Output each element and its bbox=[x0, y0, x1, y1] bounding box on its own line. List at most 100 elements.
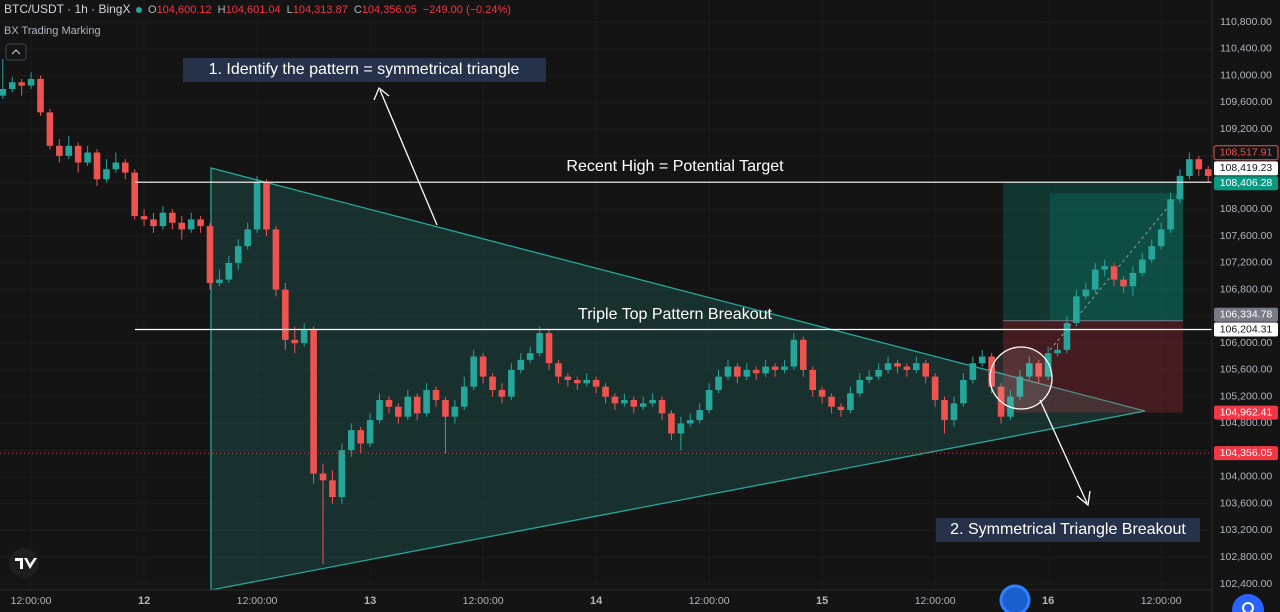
x-tick-label: 12:00:00 bbox=[915, 595, 956, 607]
candle-body bbox=[498, 389, 506, 397]
price-tag bbox=[1214, 161, 1278, 176]
y-tick-label: 110,000.00 bbox=[1220, 69, 1272, 81]
candle-body bbox=[18, 82, 25, 86]
candle-body bbox=[413, 396, 421, 414]
candle-body bbox=[1073, 296, 1080, 324]
candle-body bbox=[781, 366, 788, 370]
arrow-head bbox=[373, 86, 390, 101]
y-tick-label: 109,200.00 bbox=[1220, 123, 1273, 135]
candle-body bbox=[282, 289, 289, 340]
candle-body bbox=[27, 78, 35, 86]
ohlc-key: C bbox=[354, 4, 362, 16]
candle-body bbox=[1035, 363, 1043, 377]
candle-body bbox=[159, 212, 167, 227]
ohlc-key: H bbox=[218, 4, 226, 16]
candle-body bbox=[300, 329, 308, 344]
floating-logo bbox=[999, 584, 1031, 612]
x-tick-label: 14 bbox=[590, 595, 603, 607]
candle-body bbox=[272, 229, 280, 290]
x-tick-label: 12 bbox=[138, 595, 150, 607]
logo-badge[interactable] bbox=[9, 548, 39, 578]
y-tick-label: 108,000.00 bbox=[1220, 203, 1273, 215]
price-axis bbox=[1212, 0, 1280, 612]
candle-body bbox=[583, 379, 590, 384]
candle-body bbox=[93, 152, 101, 180]
candle-body bbox=[0, 88, 7, 96]
y-tick-label: 103,600.00 bbox=[1220, 497, 1273, 509]
symbol: BTC/USDT · 1h · BingX bbox=[4, 2, 130, 16]
candle-body bbox=[74, 145, 82, 163]
candle-body bbox=[46, 112, 54, 146]
candles bbox=[0, 58, 1212, 564]
candle-body bbox=[37, 78, 44, 113]
candle-body bbox=[847, 393, 854, 411]
candle-body bbox=[1176, 175, 1184, 200]
candle-body bbox=[470, 356, 477, 387]
price-tag bbox=[1214, 307, 1278, 322]
candle-body bbox=[357, 430, 364, 444]
candle-body bbox=[338, 450, 346, 498]
candle-body bbox=[460, 386, 468, 407]
y-tick-label: 107,600.00 bbox=[1220, 230, 1273, 242]
candle-body bbox=[310, 329, 317, 474]
candle-body bbox=[1091, 269, 1099, 290]
axes: 110,800.00 110,400.00 110,000.00 109,600.00… bbox=[11, 16, 1279, 607]
annotation: Recent High = Potential Target bbox=[566, 158, 784, 175]
candle-body bbox=[865, 376, 873, 380]
candle-body bbox=[187, 219, 195, 230]
price-tag bbox=[1214, 322, 1278, 337]
price-tag-label: 108,406.28 bbox=[1220, 177, 1273, 189]
candle-body bbox=[489, 376, 496, 390]
candle-body bbox=[602, 386, 609, 397]
candle-body bbox=[799, 339, 807, 370]
candle-body bbox=[347, 430, 355, 451]
annotation-box bbox=[183, 58, 546, 82]
indicator: BX Trading Marking bbox=[4, 25, 101, 37]
price-tag bbox=[1214, 176, 1278, 191]
y-tick-label: 102,800.00 bbox=[1220, 551, 1273, 563]
candle-body bbox=[913, 363, 920, 370]
candle-body bbox=[658, 400, 666, 414]
y-tick-label: 105,200.00 bbox=[1220, 390, 1273, 402]
candle-body bbox=[1101, 266, 1108, 270]
candle-body bbox=[442, 400, 449, 417]
price-tag-label: 104,356.05 bbox=[1220, 447, 1273, 459]
y-tick-label: 103,200.00 bbox=[1220, 524, 1273, 536]
price-tag bbox=[1213, 145, 1279, 161]
candle-body bbox=[366, 420, 374, 444]
arrow-line bbox=[379, 89, 438, 226]
candle-body bbox=[988, 356, 995, 387]
candle-body bbox=[112, 162, 120, 170]
candle-body bbox=[743, 369, 751, 377]
y-tick-label: 110,400.00 bbox=[1220, 43, 1272, 55]
price-tag-label: 108,419.23 bbox=[1220, 162, 1273, 174]
x-tick-label: 15 bbox=[816, 595, 828, 607]
candle-body bbox=[837, 406, 845, 411]
candle-body bbox=[131, 172, 138, 217]
candle-body bbox=[922, 363, 930, 377]
collapse-button[interactable] bbox=[5, 43, 27, 61]
annotation: 1. Identify the pattern = symmetrical tr… bbox=[209, 61, 520, 78]
ohlc-header: O104,600.12 H104,601.04 L104,313.87 C104,35… bbox=[148, 4, 511, 16]
candle-body bbox=[56, 145, 63, 156]
candle-body bbox=[103, 169, 110, 180]
candle-body bbox=[686, 420, 694, 424]
candle-body bbox=[639, 403, 647, 407]
candle-body bbox=[376, 400, 383, 421]
candle-body bbox=[611, 396, 619, 404]
candle-body bbox=[1026, 363, 1033, 377]
x-tick-label: 12:00:00 bbox=[463, 595, 504, 607]
candle-body bbox=[555, 363, 562, 377]
candle-body bbox=[884, 363, 892, 370]
ohlc-key: L bbox=[287, 4, 293, 16]
candle-body bbox=[724, 366, 732, 377]
candle-body bbox=[8, 82, 16, 89]
candle-body bbox=[809, 369, 817, 390]
candle-body bbox=[969, 363, 977, 380]
candle-body bbox=[734, 366, 741, 377]
ohlc-value: 104,600.12 bbox=[157, 4, 212, 16]
candle-body bbox=[621, 400, 628, 404]
candle-body bbox=[65, 145, 73, 156]
candle-body bbox=[432, 389, 440, 401]
x-tick-label: 12:00:00 bbox=[1141, 595, 1182, 607]
